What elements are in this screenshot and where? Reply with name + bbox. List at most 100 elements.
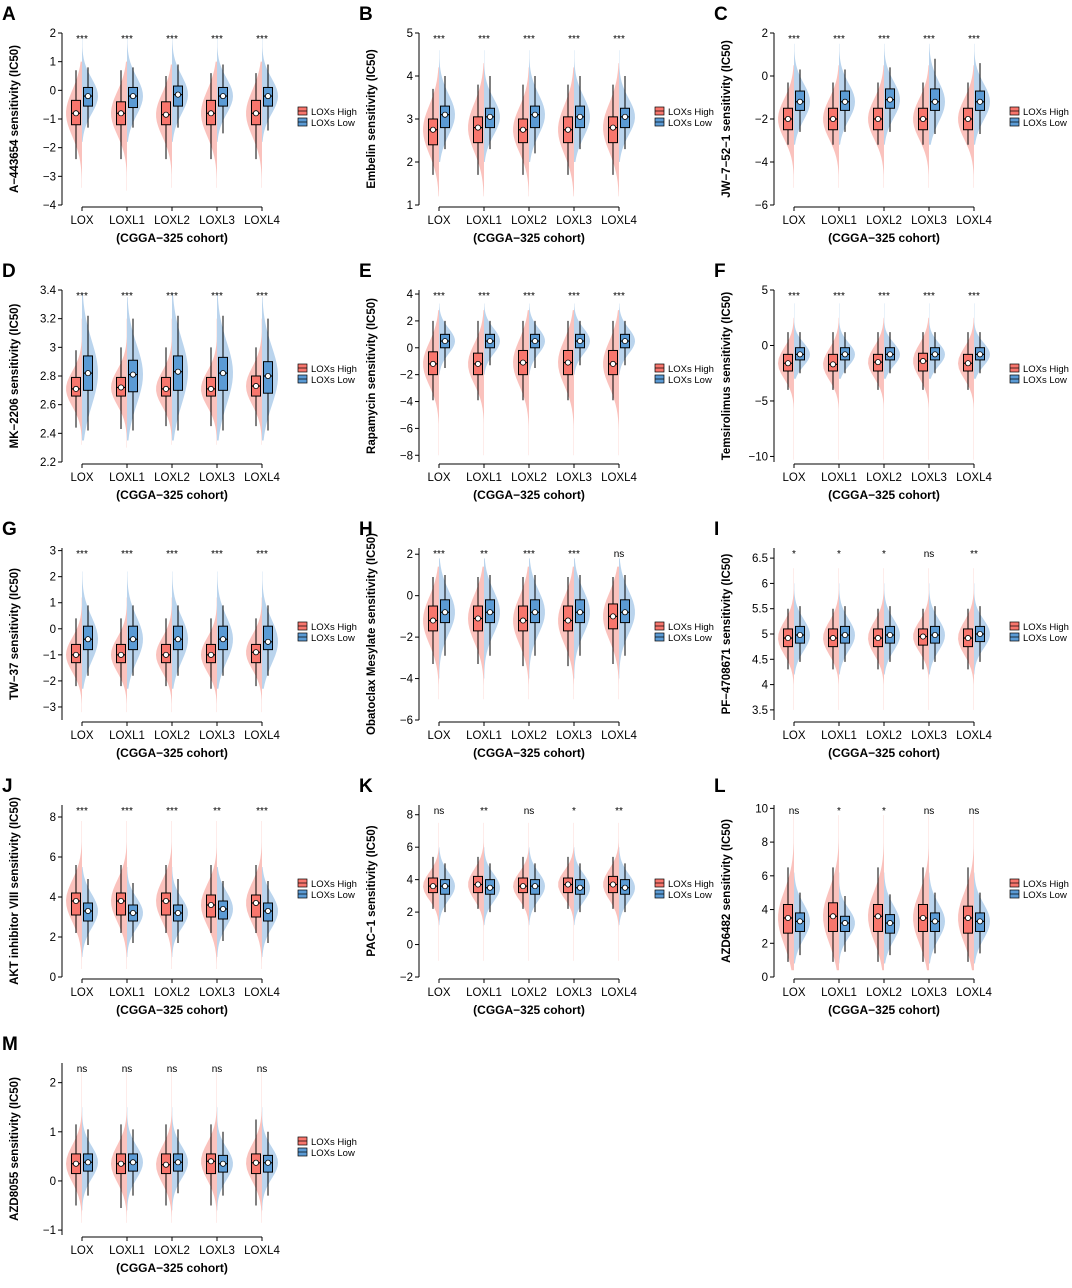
significance-label: ns [77,1064,88,1075]
mean-point-low [174,636,181,643]
y-tick-label: 2.8 [40,371,56,383]
x-tick-label: LOXL3 [199,1245,235,1257]
legend-label-low: LOXs Low [311,633,355,644]
mean-point-low [174,368,181,375]
panel-e: E −8 −6 −4 −2 0 2 4 Rapamycin sensitivity (IC50)… [359,261,714,502]
x-tick-label: LOXL3 [911,730,947,742]
panel-h: H −6 −4 −2 0 2 Obatoclax Mesylate sensitivity … [359,519,714,760]
y-tick-label: 2.4 [40,428,57,440]
mean-point-high [162,111,169,118]
significance-label: *** [568,34,580,45]
significance-label: * [572,806,576,817]
y-tick-label: 4 [762,680,769,692]
significance-label: * [837,806,841,817]
legend-label-low: LOXs Low [1023,375,1067,386]
x-tick-label: LOXL1 [466,987,502,999]
x-tick-label: LOXL4 [956,472,992,484]
violin-high [423,310,439,456]
legend-label-high: LOXs High [668,107,714,118]
y-axis-title: TW−37 sensitivity (IC50) [9,568,21,700]
mean-point-high [964,360,971,367]
mean-point-low [129,93,136,100]
significance-label: * [882,806,886,817]
significance-label: *** [523,34,535,45]
significance-label: *** [923,34,935,45]
y-tick-label: 0 [50,85,56,97]
mean-point-high [162,385,169,392]
mean-point-low [531,111,538,118]
y-tick-label: 4 [762,905,769,917]
panel-letter: A [2,4,16,25]
violin-high [423,566,439,700]
x-tick-label: LOXL2 [866,472,902,484]
y-tick-label: 3.4 [40,285,57,297]
significance-label: *** [121,549,133,560]
violin-high [246,1072,262,1223]
x-tick-label: LOXL2 [511,730,547,742]
y-tick-label: 3 [50,546,56,558]
mean-point-low [621,884,628,891]
y-tick-label: 2 [407,316,413,328]
mean-point-low [442,111,449,118]
legend-label-high: LOXs High [1023,107,1069,118]
significance-label: * [882,549,886,560]
significance-label: *** [788,291,800,302]
y-tick-label: 2 [762,28,768,40]
mean-point-low [886,351,893,358]
x-tick-label: LOXL4 [244,1245,280,1257]
significance-label: ** [970,549,978,560]
significance-label: *** [523,291,535,302]
y-tick-label: 0 [762,340,768,352]
x-tick-label: LOXL3 [911,472,947,484]
significance-label: *** [568,549,580,560]
mean-point-high [964,635,971,642]
significance-label: *** [121,806,133,817]
panel-letter: F [714,261,726,282]
significance-label: ns [122,1064,133,1075]
mean-point-high [162,1161,169,1168]
legend-label-high: LOXs High [668,622,714,633]
violin-high [111,1072,127,1223]
mean-point-low [264,93,271,100]
significance-label: *** [833,34,845,45]
y-tick-label: −10 [748,451,768,463]
mean-point-high [207,1158,214,1165]
x-axis-title: (CGGA−325 cohort) [828,1003,940,1017]
significance-label: *** [923,291,935,302]
significance-label: *** [76,806,88,817]
significance-label: ns [434,806,445,817]
mean-point-low [531,883,538,890]
mean-point-high [207,385,214,392]
x-tick-label: LOXL1 [821,730,857,742]
mean-point-high [430,360,437,367]
significance-label: ns [212,1064,223,1075]
significance-label: *** [613,291,625,302]
panel-letter: B [359,4,373,25]
significance-label: *** [166,34,178,45]
mean-point-low [129,909,136,916]
x-tick-label: LOXL2 [866,215,902,227]
legend-label-low: LOXs Low [311,890,355,901]
x-tick-label: LOXL1 [109,730,145,742]
mean-point-high [519,617,526,624]
y-tick-label: 4 [50,892,57,904]
y-tick-label: −8 [400,450,413,462]
legend-label-low: LOXs Low [311,1148,355,1159]
legend-label-low: LOXs Low [311,118,355,129]
mean-point-low [129,1159,136,1166]
panel-f: F −10 −5 0 5 Temsirolimus sensitivity (IC50) L… [714,261,1069,502]
mean-point-high [964,914,971,921]
y-tick-label: 2 [50,28,56,40]
y-tick-label: −6 [755,200,768,212]
x-tick-label: LOX [427,215,450,227]
significance-label: *** [166,806,178,817]
x-axis-title: (CGGA−325 cohort) [828,231,940,245]
mean-point-high [964,116,971,123]
mean-point-low [264,373,271,380]
y-axis-title: Embelin sensitivity (IC50) [366,49,378,188]
mean-point-low [264,907,271,914]
y-tick-label: 1 [50,1127,56,1139]
y-tick-label: 6 [407,842,413,854]
y-tick-label: 4 [407,289,414,301]
